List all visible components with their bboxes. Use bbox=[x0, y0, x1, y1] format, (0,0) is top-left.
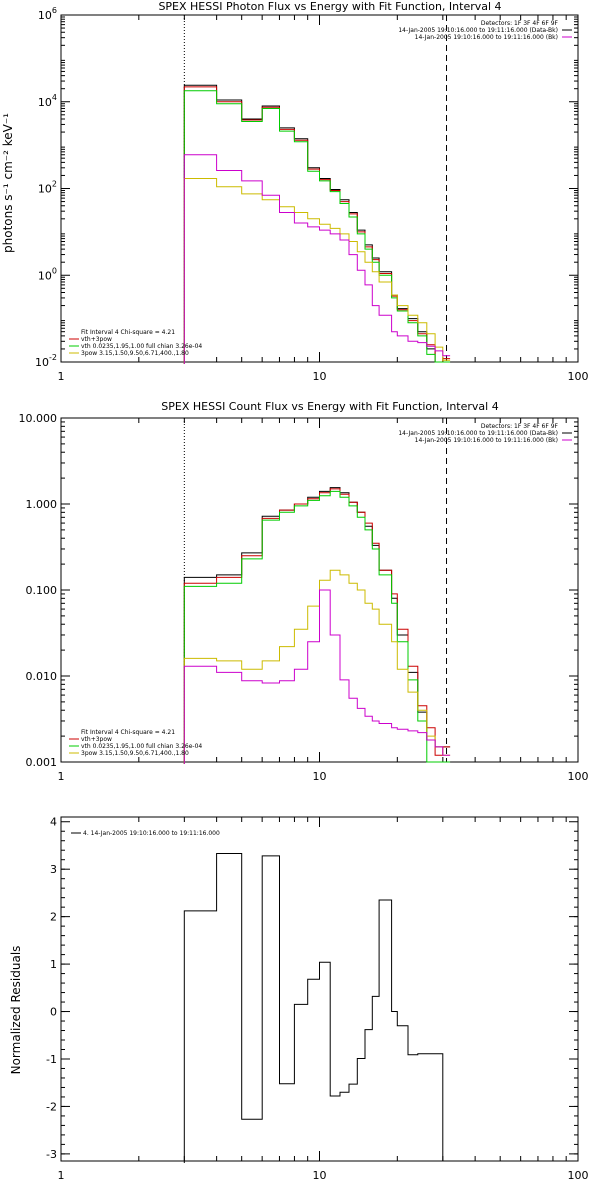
series-2-step-line bbox=[183, 90, 451, 364]
legend-entry: 4. 14-Jan-2005 19:10:16.000 to 19:11:16.… bbox=[83, 830, 220, 837]
y-tick-label: 1.000 bbox=[26, 498, 58, 511]
y-tick-label: -1 bbox=[46, 1053, 57, 1066]
x-tick-label: 100 bbox=[568, 1169, 589, 1182]
y-tick-label: 0.010 bbox=[26, 670, 58, 683]
series-3-step-line bbox=[183, 569, 451, 764]
legend-entry: Fit Interval 4 Chi-square = 4.21 bbox=[81, 729, 175, 736]
x-tick-label: 1 bbox=[58, 1169, 65, 1182]
series-4-step-line bbox=[183, 589, 451, 764]
y-tick-label: 4 bbox=[50, 816, 57, 829]
series-2-step-line bbox=[183, 490, 451, 764]
x-tick-label: 1 bbox=[58, 370, 65, 383]
plot-frame bbox=[60, 816, 579, 1162]
residuals-panel: Normalized Residuals 1 10 100 -3 -2 -1 0 1 2 3 4 4.… bbox=[9, 816, 589, 1182]
x-tick-label: 100 bbox=[568, 370, 589, 383]
legend-entry: 14-Jan-2005 19:10:16.000 to 19:11:16.000… bbox=[398, 27, 558, 34]
legend-entry: vth 0.0235,1.95,1.00 full chian 3.26e-04 bbox=[81, 743, 202, 750]
series-1-step-line bbox=[183, 488, 451, 764]
residuals-y-axis-label: Normalized Residuals bbox=[9, 946, 23, 1075]
legend-entry: Detectors: 1F 3F 4F 6F 9F bbox=[481, 423, 559, 430]
series-3-step-line bbox=[183, 178, 451, 364]
y-tick-label: 106 bbox=[38, 6, 57, 22]
y-tick-label: 0.100 bbox=[26, 584, 58, 597]
series-4-step-line bbox=[183, 154, 451, 364]
legend-entry: Detectors: 1F 3F 4F 6F 9F bbox=[481, 20, 559, 27]
series-0-step-line bbox=[183, 84, 451, 364]
legend-entry: 3pow 3.15,1.50,9.50,6.71,400.,1.80 bbox=[81, 350, 189, 357]
count-flux-panel: SPEX HESSI Count Flux vs Energy with Fit… bbox=[19, 400, 589, 783]
legend-entry: 14-Jan-2005 19:10:16.000 to 19:11:16.000… bbox=[415, 437, 558, 444]
y-tick-label: 102 bbox=[38, 180, 57, 196]
x-tick-label: 1 bbox=[58, 770, 65, 783]
photon-flux-y-axis-label: photons s⁻¹ cm⁻² keV⁻¹ bbox=[1, 113, 15, 253]
y-tick-label: 0.001 bbox=[26, 756, 58, 769]
legend-entry: vth+3pow bbox=[81, 336, 112, 343]
y-tick-label: 1 bbox=[50, 958, 57, 971]
y-tick-label: 100 bbox=[38, 266, 57, 282]
y-tick-label: 104 bbox=[38, 93, 57, 109]
photon-flux-panel: SPEX HESSI Photon Flux vs Energy with Fi… bbox=[1, 0, 589, 383]
legend-entry: Fit Interval 4 Chi-square = 4.21 bbox=[81, 329, 175, 336]
x-tick-label: 10 bbox=[313, 1169, 327, 1182]
y-tick-label: 10-2 bbox=[35, 353, 57, 369]
y-tick-label: 10.000 bbox=[19, 412, 58, 425]
photon-flux-title: SPEX HESSI Photon Flux vs Energy with Fi… bbox=[158, 0, 501, 13]
y-tick-label: -2 bbox=[46, 1100, 57, 1113]
y-tick-label: 2 bbox=[50, 911, 57, 924]
x-tick-label: 10 bbox=[313, 770, 327, 783]
legend-entry: 3pow 3.15,1.50,9.50,6.71,400.,1.80 bbox=[81, 750, 189, 757]
plot-frame bbox=[60, 14, 579, 363]
legend-entry: 14-Jan-2005 19:10:16.000 to 19:11:16.000… bbox=[398, 430, 558, 437]
y-tick-label: -3 bbox=[46, 1148, 57, 1161]
y-tick-label: 0 bbox=[50, 1006, 57, 1019]
series-0-step-line bbox=[183, 487, 451, 764]
series-0-step-line bbox=[183, 853, 444, 1163]
legend-entry: vth 0.0235,1.95,1.00 full chian 3.26e-04 bbox=[81, 343, 202, 350]
y-tick-label: 3 bbox=[50, 863, 57, 876]
x-tick-label: 100 bbox=[568, 770, 589, 783]
legend-entry: vth+3pow bbox=[81, 736, 112, 743]
legend-entry: 14-Jan-2005 19:10:16.000 to 19:11:16.000… bbox=[415, 34, 558, 41]
count-flux-title: SPEX HESSI Count Flux vs Energy with Fit… bbox=[161, 400, 498, 413]
x-tick-label: 10 bbox=[313, 370, 327, 383]
